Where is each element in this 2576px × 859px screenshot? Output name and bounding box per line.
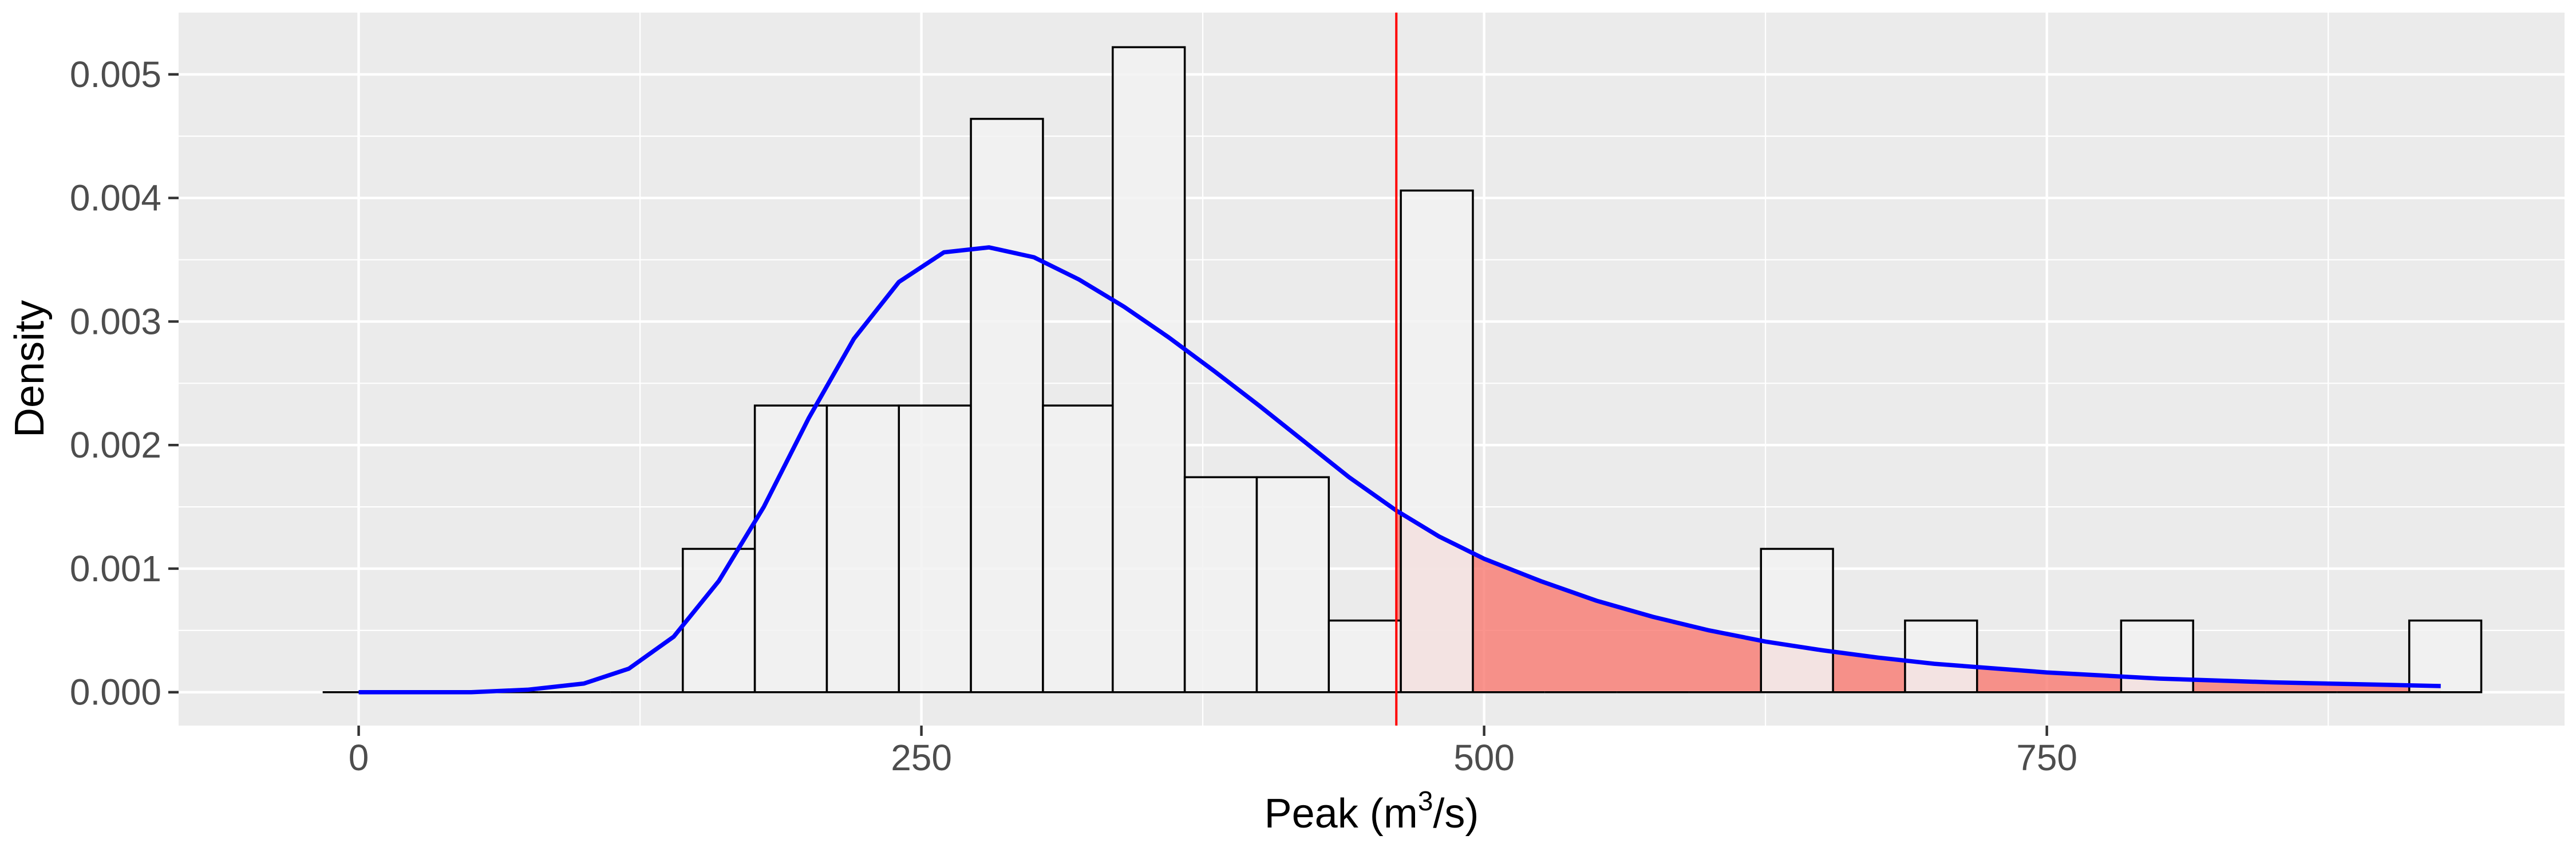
tail-probability-area bbox=[1396, 510, 2441, 692]
y-tick-label: 0.003 bbox=[70, 301, 161, 342]
x-tick-label: 0 bbox=[349, 737, 369, 778]
tail-area bbox=[1396, 510, 2441, 692]
x-tick-label: 750 bbox=[2016, 737, 2077, 778]
y-tick-label: 0.002 bbox=[70, 424, 161, 466]
y-tick-label: 0.005 bbox=[70, 54, 161, 95]
x-axis-title-tail: /s) bbox=[1433, 791, 1479, 837]
x-tick-label: 500 bbox=[1453, 737, 1515, 778]
histogram-bar bbox=[825, 404, 900, 693]
density-curve-layer bbox=[358, 245, 2441, 695]
histogram-bar bbox=[898, 404, 972, 693]
histogram-bars bbox=[322, 46, 2483, 693]
histogram-bar bbox=[1904, 619, 1978, 693]
y-tick-label: 0.000 bbox=[70, 672, 161, 713]
x-axis-title-main: Peak (m bbox=[1265, 791, 1418, 837]
y-tick-label: 0.001 bbox=[70, 548, 161, 589]
plot-panel bbox=[179, 13, 2565, 726]
x-axis-title: Peak (m3/s) bbox=[1265, 786, 1479, 837]
x-tick-label: 250 bbox=[891, 737, 952, 778]
histogram-bar bbox=[1400, 189, 1474, 693]
axis-ticks bbox=[168, 73, 2048, 736]
histogram-bar bbox=[1327, 619, 1402, 693]
tick-labels: 0 250 500 750 0.000 0.001 0.002 0.003 0.004 0.005 bbox=[70, 54, 2077, 778]
histogram-bar bbox=[2408, 619, 2483, 693]
y-tick-label: 0.004 bbox=[70, 178, 161, 219]
histogram-bar bbox=[682, 547, 756, 693]
histogram-bar bbox=[1255, 476, 1330, 693]
histogram-bar bbox=[970, 117, 1044, 693]
histogram-bar bbox=[1042, 404, 1114, 693]
histogram-bar bbox=[1183, 476, 1258, 693]
histogram-bar bbox=[753, 404, 828, 693]
x-axis-title-superscript: 3 bbox=[1418, 786, 1433, 817]
histogram-bar bbox=[1760, 547, 1834, 693]
histogram-bar bbox=[1112, 46, 1186, 693]
y-axis-title: Density bbox=[7, 300, 53, 438]
density-curve bbox=[358, 245, 2441, 695]
